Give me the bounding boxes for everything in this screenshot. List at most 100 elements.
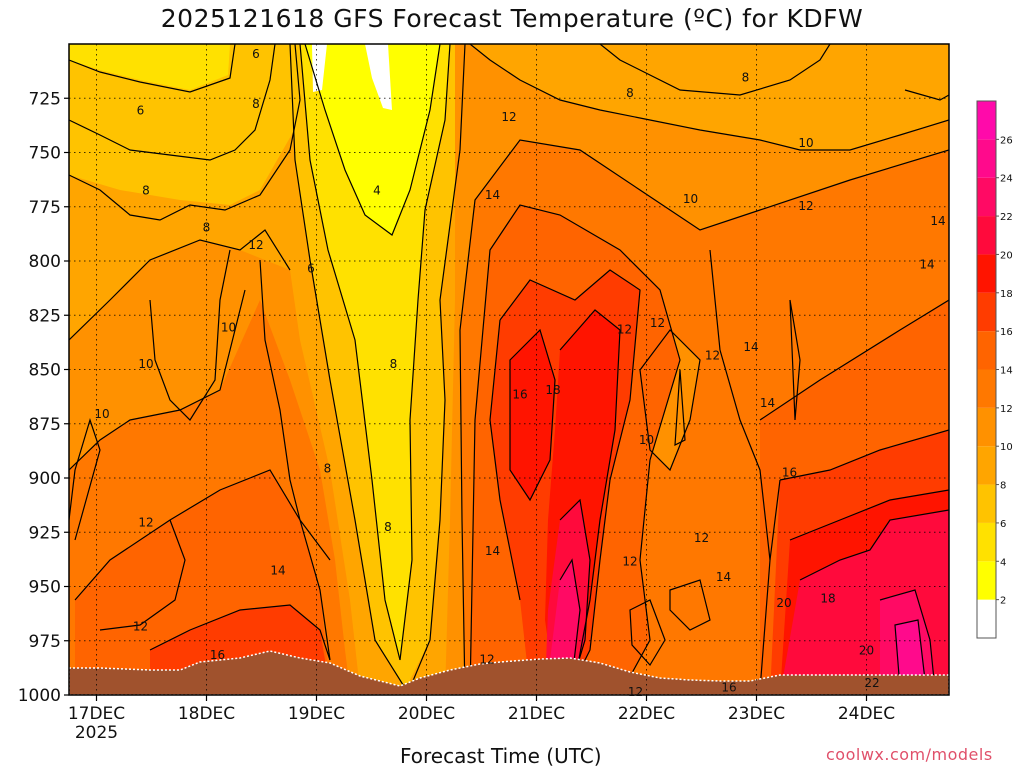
contour-label: 12 (694, 531, 709, 545)
x-tick-label: 21DEC (508, 704, 565, 724)
contour-line (509, 328, 556, 502)
y-axis: 725 750 775 800 825 850 875 900 925 950 975 1000 (18, 89, 69, 706)
contour-line (299, 44, 401, 661)
contour-label: 10 (138, 357, 153, 371)
contour-line (709, 249, 771, 561)
colorbar-swatch (977, 216, 996, 255)
contour-line (599, 44, 831, 96)
y-tick-label: 925 (29, 523, 61, 543)
contour-line (69, 44, 276, 161)
temperature-field (69, 44, 949, 695)
y-tick-label: 1000 (18, 686, 61, 706)
contour-label: 14 (270, 563, 285, 577)
colorbar-swatch (977, 331, 996, 370)
colorbar-label: 2 (1000, 596, 1006, 607)
contour-label: 14 (919, 257, 934, 271)
colorbar-label: 4 (1000, 557, 1006, 568)
colorbar-label: 12 (1000, 404, 1013, 415)
contour-label: 8 (142, 184, 150, 198)
contour-label: 14 (485, 188, 500, 202)
contour-line (69, 229, 291, 341)
contour-line (259, 259, 331, 561)
contour-label: 12 (138, 516, 153, 530)
colorbar-label: 16 (1000, 327, 1013, 338)
contour-label: 20 (776, 596, 791, 610)
contour-label: 16 (210, 648, 225, 662)
contour-label: 6 (252, 47, 260, 61)
y-tick-label: 900 (29, 469, 61, 489)
temp-region-18-20 (510, 330, 555, 500)
x-tick-label: 17DEC (68, 704, 125, 724)
contour-label: 12 (650, 316, 665, 330)
colorbar-label: 6 (1000, 519, 1006, 530)
x-tick-label: 22DEC (618, 704, 675, 724)
contour-label: 12 (798, 199, 813, 213)
contour-label: 8 (384, 520, 392, 534)
contour-line (639, 329, 701, 472)
contour-line (669, 579, 711, 631)
colorbar-label: 22 (1000, 212, 1013, 223)
contour-label: 10 (798, 136, 813, 150)
contour-line (469, 204, 681, 695)
contour-lines (69, 44, 949, 695)
contour-label: 12 (133, 620, 148, 634)
colorbar-swatch (977, 254, 996, 293)
contour-line (559, 498, 591, 691)
colorbar-swatch (977, 599, 996, 638)
contour-label: 12 (622, 555, 637, 569)
contour-line (674, 369, 686, 447)
contour-label: 6 (307, 262, 315, 276)
contour-line (149, 249, 231, 421)
contour-label: 12 (501, 110, 516, 124)
contour-label: 12 (628, 685, 643, 699)
contour-line (69, 44, 301, 221)
y-tick-label: 975 (29, 632, 61, 652)
contour-label: 10 (221, 320, 236, 334)
colorbar-swatch (977, 522, 996, 562)
y-tick-label: 775 (29, 198, 61, 218)
contour-line (559, 558, 581, 671)
contour-label: 10 (639, 433, 654, 447)
contour-label: 14 (743, 340, 758, 354)
contour-label: 8 (626, 86, 634, 100)
contour-label: 8 (203, 220, 211, 234)
contour-line (409, 44, 466, 689)
temp-region-8-10 (470, 44, 949, 150)
contour-line (304, 44, 441, 236)
x-tick-label: 20DEC (398, 704, 455, 724)
x-tick-label: 23DEC (728, 704, 785, 724)
colorbar-label: 20 (1000, 250, 1013, 261)
contour-label: 14 (485, 544, 500, 558)
colorbar-swatch (977, 407, 996, 447)
contour-label: 6 (137, 103, 145, 117)
temp-region-0-2 (365, 44, 392, 110)
gridlines (69, 44, 949, 695)
y-tick-label: 725 (29, 89, 61, 109)
contour-label: 18 (820, 592, 835, 606)
x-axis-label: Forecast Time (UTC) (400, 744, 602, 768)
y-tick-label: 750 (29, 144, 61, 164)
contour-labels: 6 8 6 8 8 12 6 4 10 10 10 8 8 8 12 14 12 16 12 14 16 18 14 12 12… (94, 47, 945, 699)
contour-label: 18 (545, 383, 560, 397)
contour-label: 4 (373, 184, 381, 198)
credit-link[interactable]: coolwx.com/models (826, 745, 993, 764)
contour-label: 14 (716, 570, 731, 584)
contour-line (99, 519, 186, 631)
temp-region-6-8 (69, 44, 300, 205)
temp-region-22-24 (550, 560, 580, 690)
colorbar-swatch (977, 292, 996, 332)
contour-label: 16 (782, 466, 797, 480)
colorbar-label: 8 (1000, 481, 1006, 492)
contour-label: 14 (760, 396, 775, 410)
contour-label: 10 (683, 192, 698, 206)
contour-label: 16 (512, 388, 527, 402)
contour-line (559, 309, 621, 681)
contour-line (779, 429, 949, 481)
contour-line (469, 44, 949, 151)
colorbar-label: 18 (1000, 289, 1013, 300)
contour-line (789, 489, 949, 541)
contour-line (799, 509, 949, 581)
contour-line (904, 89, 949, 101)
contour-line (149, 604, 331, 661)
